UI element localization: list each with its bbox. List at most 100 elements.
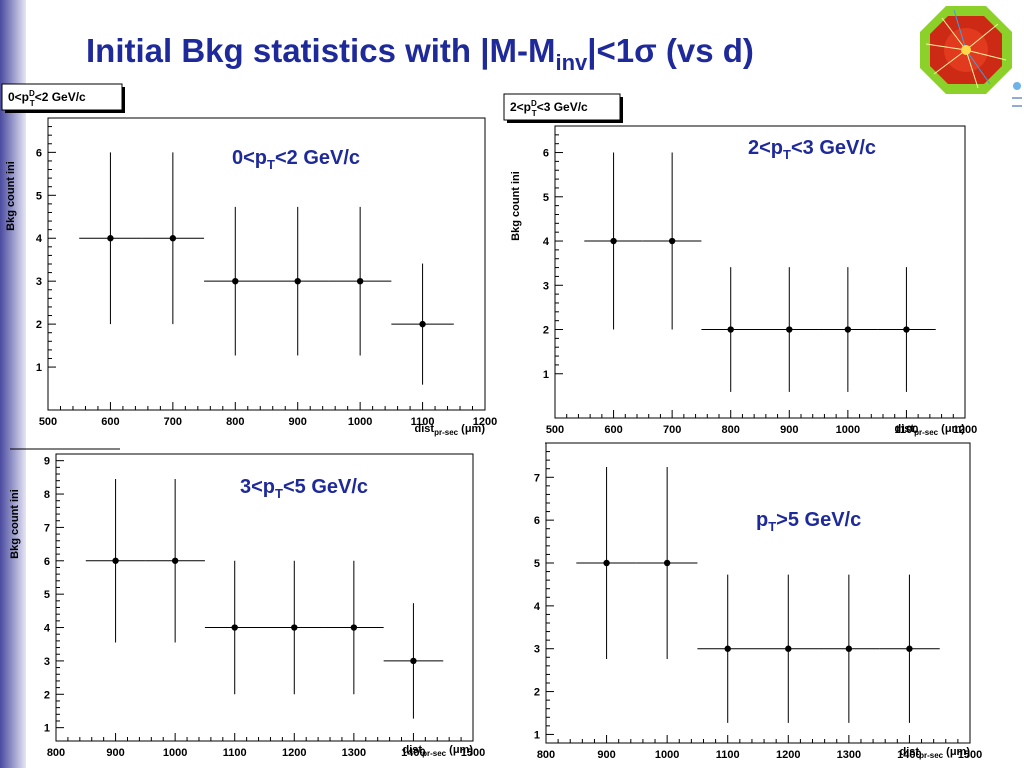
x-tick-label: 1100: [716, 749, 740, 761]
data-point-3: [697, 574, 758, 723]
data-point-4: [760, 267, 819, 392]
y-tick-label: 3: [36, 276, 42, 288]
data-marker: [610, 237, 617, 245]
y-axis-label: Bkg count ini: [5, 161, 17, 231]
data-marker: [603, 559, 610, 567]
y-tick-label: 4: [534, 601, 541, 613]
y-tick-label: 1: [543, 369, 549, 381]
y-tick-label: 2: [36, 319, 42, 331]
y-tick-label: 5: [36, 190, 42, 202]
page-title-subscript: inv: [555, 50, 588, 75]
x-axis-label-subscript: pr-sec: [919, 751, 944, 760]
x-tick-label: 800: [722, 424, 740, 436]
y-axis-ticks: [48, 117, 56, 368]
data-marker: [727, 326, 734, 333]
y-axis-ticks: [555, 125, 563, 375]
data-marker: [232, 277, 239, 285]
data-point-6: [877, 267, 936, 392]
data-marker: [845, 645, 853, 652]
x-tick-label: 800: [226, 416, 244, 428]
annotation-subscript: T: [267, 157, 275, 172]
title-box-frame: [503, 93, 621, 121]
annotation-subscript: T: [275, 486, 283, 501]
x-tick-label: 1000: [836, 424, 860, 436]
pt-range-annotation: 0<pT<2 GeV/c: [232, 147, 360, 172]
data-point-5: [818, 267, 878, 392]
data-point-1: [85, 479, 146, 643]
data-point-2: [145, 479, 205, 643]
data-marker: [112, 557, 119, 564]
y-axis-ticks: [56, 453, 64, 729]
x-axis-label-unit: (μm): [938, 423, 965, 435]
pt-range-annotation: pT>5 GeV/c: [756, 509, 861, 534]
data-point-3: [204, 560, 265, 695]
data-point-1: [79, 152, 142, 325]
pt-range-annotation: 3<pT<5 GeV/c: [240, 476, 368, 501]
page-title: Initial Bkg statistics with |M-Minv|<1σ …: [86, 32, 754, 75]
x-axis-label-subscript: pr-sec: [914, 428, 939, 437]
y-tick-label: 6: [543, 148, 549, 160]
data-marker: [231, 624, 238, 631]
y-tick-label: 4: [44, 623, 51, 635]
annotation-rest: <2 GeV/c: [275, 147, 360, 169]
x-tick-label: 800: [537, 749, 555, 761]
x-tick-label: 1200: [473, 416, 497, 428]
x-axis-label-main: dist: [895, 423, 915, 435]
x-axis-label-main: dist: [415, 423, 435, 435]
x-tick-label: 800: [47, 747, 65, 759]
data-marker: [844, 326, 852, 333]
y-tick-label: 1: [36, 362, 42, 374]
data-point-1: [584, 152, 643, 330]
plot-frame: [545, 442, 971, 744]
y-tick-label: 2: [44, 689, 50, 701]
data-marker: [785, 645, 792, 652]
y-axis-ticks: [546, 442, 554, 735]
y-axis-label: Bkg count ini: [510, 171, 522, 241]
data-marker: [668, 237, 676, 245]
title-box-main: 2<p: [510, 100, 531, 114]
data-marker: [171, 557, 179, 564]
title-box-subscript: T: [532, 109, 537, 118]
x-axis-ticks: [55, 733, 474, 741]
title-box-rest: <2 GeV/c: [35, 90, 86, 104]
data-point-5: [328, 206, 392, 356]
side-marks-icon: [1012, 82, 1022, 107]
data-marker: [906, 645, 913, 652]
sidebar-gradient-bar: [0, 0, 26, 768]
x-axis-ticks: [554, 410, 966, 418]
y-tick-label: 9: [44, 456, 50, 468]
x-tick-label: 1300: [837, 749, 861, 761]
x-tick-label: 500: [39, 416, 57, 428]
chart-panel-bottom-right: 800 900 1000 1100 1200 1300 1400 1500 1 2 3 4 5 6 7 dis…: [534, 442, 982, 761]
x-tick-label: 1200: [282, 747, 306, 759]
data-point-6: [383, 603, 444, 719]
data-point-3: [701, 267, 760, 392]
x-axis-label-subscript: pr-sec: [422, 749, 447, 758]
y-tick-label: 5: [534, 558, 540, 570]
data-marker: [663, 559, 671, 567]
x-tick-label: 1100: [411, 416, 435, 428]
data-marker: [169, 235, 177, 242]
chart-panel-top-right: 500 600 700 800 900 1000 1100 1200 1 2 3 4 5 6 distpr-…: [503, 93, 977, 437]
x-axis-label-subscript: pr-sec: [434, 428, 459, 437]
title-box-text: 0<pD T<2 GeV/c: [8, 89, 86, 108]
annotation-rest: <5 GeV/c: [283, 476, 368, 498]
data-marker: [356, 277, 364, 285]
annotation-subscript: T: [768, 519, 776, 534]
x-tick-label: 600: [604, 424, 622, 436]
data-marker: [410, 657, 417, 665]
annotation-main: 3<p: [240, 476, 275, 498]
x-axis-ticks: [47, 402, 486, 410]
x-axis-label: distpr-sec (μm): [403, 744, 474, 758]
x-tick-label: 1100: [223, 747, 247, 759]
x-tick-label: 700: [663, 424, 681, 436]
data-marker: [107, 235, 114, 242]
chart-panel-top-left: 500 600 700 800 900 1000 1100 1200 1 2 3 4 5 6 distpr-…: [1, 83, 497, 437]
x-tick-label: 1200: [776, 749, 800, 761]
x-tick-label: 600: [101, 416, 119, 428]
x-axis-label-unit: (μm): [458, 423, 485, 435]
y-tick-label: 1: [44, 723, 50, 735]
data-marker: [350, 624, 358, 631]
y-tick-label: 3: [44, 656, 50, 668]
annotation-subscript: T: [783, 147, 791, 162]
